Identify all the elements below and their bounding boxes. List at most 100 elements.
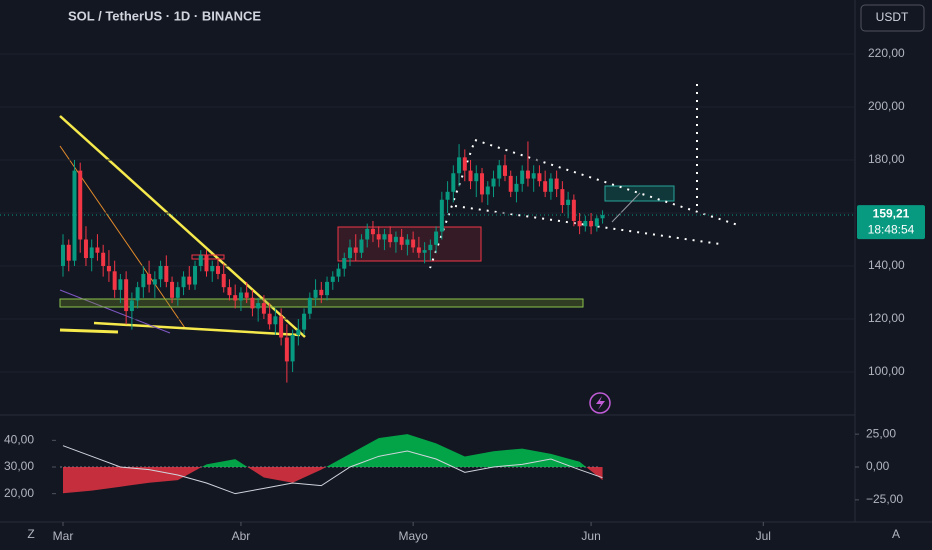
- candle-body: [491, 178, 496, 187]
- candle-body: [525, 170, 530, 179]
- candle-body: [221, 273, 226, 288]
- candle-body: [548, 178, 553, 192]
- oscillator-area-positive: [63, 434, 603, 467]
- candle-body: [250, 297, 255, 309]
- candle-body: [451, 173, 456, 192]
- candle-body: [480, 173, 485, 195]
- candle-body: [589, 220, 594, 227]
- last-price-tag: [857, 205, 925, 240]
- candle-body: [95, 247, 100, 253]
- candle-body: [359, 239, 364, 253]
- countdown: 18:48:54: [868, 222, 915, 236]
- candle-body: [296, 329, 301, 335]
- candle-body: [376, 234, 381, 240]
- candle-body: [600, 215, 605, 219]
- candle-body: [215, 266, 220, 274]
- candle-body: [89, 247, 94, 259]
- candle-body: [313, 289, 318, 298]
- candle-body: [474, 173, 479, 182]
- candle-body: [554, 178, 559, 190]
- candle-body: [78, 170, 83, 240]
- candle-body: [233, 295, 238, 301]
- candle-body: [83, 239, 88, 259]
- candle-body: [72, 170, 77, 261]
- candle-body: [594, 218, 599, 227]
- osc-y2-tick-label: 0,00: [866, 459, 890, 473]
- candle-body: [416, 247, 421, 253]
- x-tick-label: Jun: [581, 529, 600, 543]
- oscillator-area-negative: [63, 467, 603, 494]
- candle-body: [411, 239, 416, 248]
- candle-body: [193, 266, 198, 285]
- candle-body: [181, 276, 186, 288]
- candle-body: [353, 247, 358, 253]
- osc-y-tick-label: 40,00: [4, 433, 34, 447]
- candle-body: [244, 292, 249, 298]
- candle-body: [508, 175, 513, 192]
- candle-body: [261, 303, 266, 314]
- candle-body: [502, 165, 507, 176]
- chart-title: SOL / TetherUS · 1D · BINANCE: [68, 8, 261, 23]
- candle-body: [399, 236, 404, 245]
- candle-body: [393, 236, 398, 243]
- candle-body: [370, 228, 375, 235]
- candle-body: [566, 199, 571, 206]
- candle-body: [382, 234, 387, 240]
- candle-body: [267, 313, 272, 325]
- candle-body: [571, 199, 576, 221]
- candle-body: [336, 268, 341, 277]
- candle-body: [210, 266, 215, 272]
- candle-body: [273, 316, 278, 325]
- candle-body: [330, 276, 335, 282]
- candle-body: [61, 244, 65, 266]
- candle-body: [227, 287, 232, 296]
- candle-body: [428, 244, 433, 251]
- y-tick-label: 120,00: [868, 311, 905, 325]
- x-tick-label: Mayo: [398, 529, 428, 543]
- candle-body: [158, 266, 163, 280]
- x-tick-label: Jul: [756, 529, 771, 543]
- x-tick-label: Abr: [232, 529, 251, 543]
- corner-left[interactable]: Z: [27, 527, 34, 541]
- osc-y-tick-label: 30,00: [4, 459, 34, 473]
- candle-body: [537, 173, 542, 182]
- candle-body: [342, 258, 347, 269]
- candle-body: [583, 220, 588, 227]
- currency-label[interactable]: USDT: [876, 10, 909, 24]
- candle-body: [365, 228, 370, 240]
- oscillator-line: [62, 445, 603, 495]
- candle-body: [520, 170, 525, 184]
- candle-body: [307, 297, 312, 314]
- candle-body: [141, 273, 146, 288]
- osc-y2-tick-label: 25,00: [866, 426, 896, 440]
- corner-right[interactable]: A: [892, 527, 900, 541]
- candle-body: [164, 266, 169, 282]
- y-tick-label: 100,00: [868, 364, 905, 378]
- candle-body: [348, 247, 352, 259]
- candle-body: [256, 303, 261, 309]
- candle-body: [279, 316, 284, 338]
- candle-body: [422, 250, 427, 253]
- candle-body: [434, 231, 439, 245]
- candle-body: [531, 173, 536, 179]
- candle-body: [302, 313, 307, 330]
- candle-body: [66, 244, 71, 261]
- y-tick-label: 200,00: [868, 99, 905, 113]
- candle-body: [468, 170, 473, 182]
- osc-y-tick-label: 20,00: [4, 486, 34, 500]
- candle-body: [170, 281, 175, 298]
- candle-body: [325, 281, 330, 296]
- candle-body: [439, 199, 444, 232]
- candle-body: [319, 289, 324, 296]
- candle-body: [388, 234, 393, 243]
- currency-button[interactable]: [860, 4, 925, 32]
- y-tick-label: 220,00: [868, 46, 905, 60]
- candle-body: [198, 255, 203, 266]
- candle-body: [124, 279, 129, 312]
- candle-body: [290, 334, 295, 362]
- candle-body: [560, 189, 565, 206]
- candle-body: [135, 287, 140, 301]
- candle-body: [514, 183, 519, 192]
- candle-body: [112, 271, 117, 290]
